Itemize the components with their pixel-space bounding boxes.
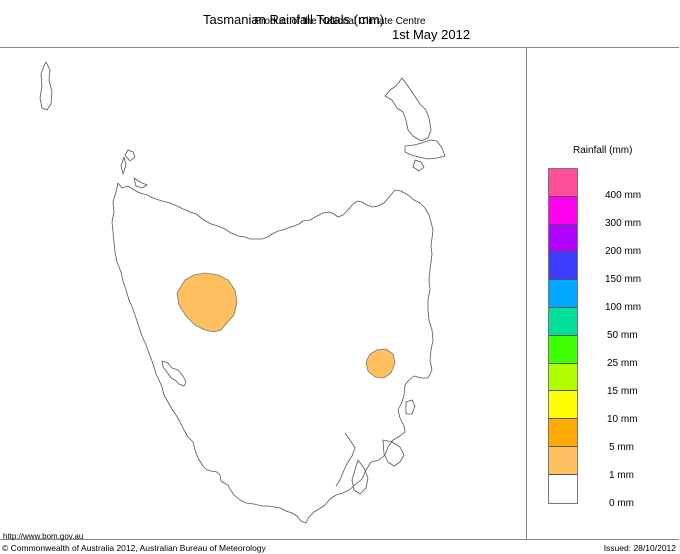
robbins-island: [133, 177, 148, 189]
swatch-150-200: [549, 252, 577, 281]
swatch-300-400: [549, 196, 577, 225]
legend-label: 400 mm: [605, 190, 642, 201]
legend-label: 100 mm: [605, 302, 642, 313]
legend-label: 200 mm: [605, 246, 642, 257]
flinders-island: [384, 77, 432, 142]
legend-label: 0 mm: [609, 498, 634, 509]
swatch-400-plus: [549, 169, 577, 197]
rainfall-legend: Rainfall (mm) 400 mm 300 mm 200 mm 150 m…: [527, 48, 680, 539]
legend-title: Rainfall (mm): [573, 145, 633, 156]
tasmania-mainland: [111, 182, 434, 524]
legend-label: 5 mm: [609, 442, 634, 453]
legend-label: 300 mm: [605, 218, 642, 229]
legend-colorbar: [548, 168, 578, 504]
bom-url-link[interactable]: http://www.bom.gov.au: [3, 532, 84, 541]
maria-island: [405, 399, 416, 415]
swatch-50-100: [549, 307, 577, 336]
legend-label: 1 mm: [609, 470, 634, 481]
panel-divider: [526, 47, 527, 540]
map-frame: [0, 47, 679, 540]
legend-label: 15 mm: [607, 386, 638, 397]
legend-label: 50 mm: [607, 330, 638, 341]
swatch-1-5: [549, 446, 577, 475]
swatch-15-25: [549, 363, 577, 392]
swatch-200-300: [549, 224, 577, 253]
swatch-100-150: [549, 280, 577, 308]
legend-label: 25 mm: [607, 358, 638, 369]
legend-label: 10 mm: [607, 414, 638, 425]
three-hummock-island: [120, 156, 127, 175]
coastline-svg: [39, 61, 446, 524]
swatch-25-50: [549, 335, 577, 364]
tasmania-map: [0, 48, 526, 539]
swatch-5-10: [549, 419, 577, 447]
clarke-island: [412, 159, 425, 172]
rain-areas: [176, 272, 396, 379]
macquarie-harbour: [161, 360, 187, 387]
map-title: Tasmanian Rainfall Totals (mm) 1st May 2…: [0, 0, 680, 42]
hunter-island: [124, 149, 136, 162]
swatch-0-1: [549, 474, 577, 503]
title-text: Tasmanian Rainfall Totals (mm): [203, 12, 385, 27]
issued-date: Issued: 28/10/2012: [603, 543, 676, 553]
legend-label: 150 mm: [605, 274, 642, 285]
tasman-peninsula: [382, 439, 405, 467]
swatch-10-15: [549, 391, 577, 420]
bruny-island: [351, 459, 369, 495]
title-date: 1st May 2012: [392, 27, 471, 42]
cape-barren-island: [404, 139, 446, 160]
rain-area-west: [176, 272, 238, 333]
king-island: [39, 61, 53, 111]
subtitle: Product of the National Climate Centre: [254, 16, 426, 27]
rain-area-southeast: [365, 348, 396, 379]
copyright-notice: © Commonwealth of Australia 2012, Austra…: [2, 543, 266, 553]
derwent-estuary: [335, 432, 356, 487]
